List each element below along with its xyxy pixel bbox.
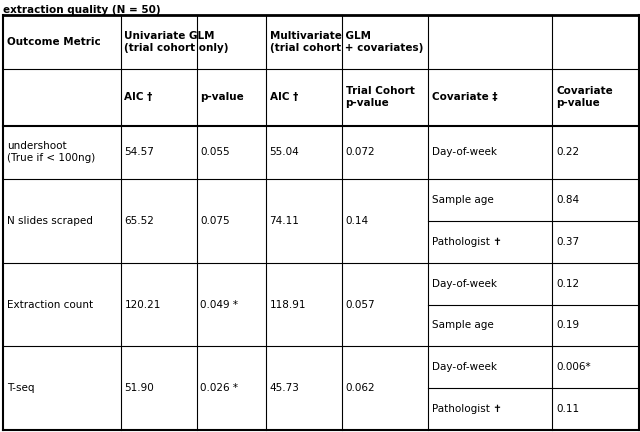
Text: p-value: p-value: [200, 92, 244, 102]
Text: 0.072: 0.072: [346, 147, 375, 157]
Text: 55.04: 55.04: [269, 147, 300, 157]
Text: Extraction count: Extraction count: [7, 299, 93, 310]
Text: 54.57: 54.57: [124, 147, 154, 157]
Text: 0.37: 0.37: [556, 237, 579, 247]
Text: Pathologist ✝: Pathologist ✝: [432, 404, 502, 414]
Text: 51.90: 51.90: [124, 383, 154, 393]
Text: Covariate ‡: Covariate ‡: [432, 92, 497, 102]
Text: 0.11: 0.11: [556, 404, 579, 414]
Text: 0.049 *: 0.049 *: [200, 299, 239, 310]
Text: undershoot
(True if < 100ng): undershoot (True if < 100ng): [7, 140, 95, 163]
Text: 0.84: 0.84: [556, 195, 579, 205]
Text: T-seq: T-seq: [7, 383, 35, 393]
Text: 0.14: 0.14: [346, 216, 369, 226]
Text: 0.057: 0.057: [346, 299, 375, 310]
Text: Multivariate GLM
(trial cohort + covariates): Multivariate GLM (trial cohort + covaria…: [269, 31, 423, 53]
Text: Pathologist ✝: Pathologist ✝: [432, 237, 502, 247]
Text: 65.52: 65.52: [124, 216, 154, 226]
Text: 45.73: 45.73: [269, 383, 300, 393]
Text: 0.19: 0.19: [556, 321, 579, 330]
Text: Day-of-week: Day-of-week: [432, 147, 497, 157]
Text: 0.055: 0.055: [200, 147, 230, 157]
Text: AIC †: AIC †: [124, 92, 153, 102]
Text: extraction quality (N = 50): extraction quality (N = 50): [3, 5, 161, 15]
Text: Univariate GLM
(trial cohort only): Univariate GLM (trial cohort only): [124, 31, 229, 53]
Text: Day-of-week: Day-of-week: [432, 362, 497, 372]
Text: 0.006*: 0.006*: [556, 362, 591, 372]
Text: 120.21: 120.21: [124, 299, 161, 310]
Text: 74.11: 74.11: [269, 216, 300, 226]
Text: 118.91: 118.91: [269, 299, 306, 310]
Text: Sample age: Sample age: [432, 321, 493, 330]
Text: 0.026 *: 0.026 *: [200, 383, 239, 393]
Text: Outcome Metric: Outcome Metric: [7, 37, 100, 47]
Text: 0.062: 0.062: [346, 383, 375, 393]
Text: N slides scraped: N slides scraped: [7, 216, 93, 226]
Text: Day-of-week: Day-of-week: [432, 279, 497, 289]
Text: Covariate
p-value: Covariate p-value: [556, 86, 613, 108]
Text: Sample age: Sample age: [432, 195, 493, 205]
Text: Trial Cohort
p-value: Trial Cohort p-value: [346, 86, 414, 108]
Text: 0.075: 0.075: [200, 216, 230, 226]
Text: AIC †: AIC †: [269, 92, 298, 102]
Text: 0.12: 0.12: [556, 279, 579, 289]
Text: 0.22: 0.22: [556, 147, 579, 157]
